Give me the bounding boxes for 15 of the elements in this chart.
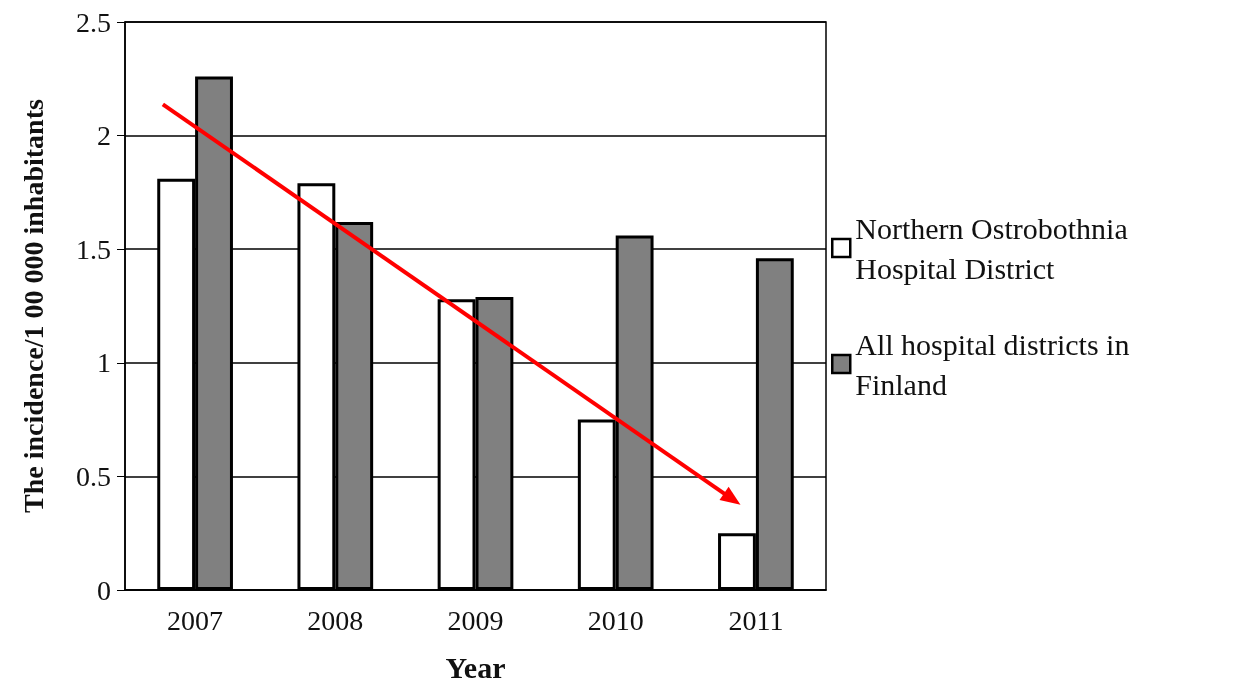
x-tick-label: 2007 — [167, 604, 224, 636]
x-tick-label: 2011 — [728, 604, 784, 636]
y-tick-label: 0.5 — [76, 460, 111, 492]
legend-label: Northern Ostrobothnia Hospital District — [855, 211, 1136, 285]
y-tick-label: 1 — [97, 347, 111, 379]
x-tick-label: 2008 — [307, 604, 364, 636]
y-tick-label: 0 — [97, 574, 111, 606]
x-axis-title: Year — [445, 650, 506, 684]
y-tick-label: 2.5 — [76, 6, 111, 38]
y-axis-title: The incidence/1 00 000 inhabitants — [17, 98, 49, 513]
y-tick-label: 2 — [97, 120, 111, 152]
x-tick-label: 2010 — [587, 604, 644, 636]
legend-label: All hospital districts in Finland — [855, 327, 1137, 401]
x-tick-label: 2009 — [447, 604, 504, 636]
y-tick-label: 1.5 — [76, 233, 111, 265]
